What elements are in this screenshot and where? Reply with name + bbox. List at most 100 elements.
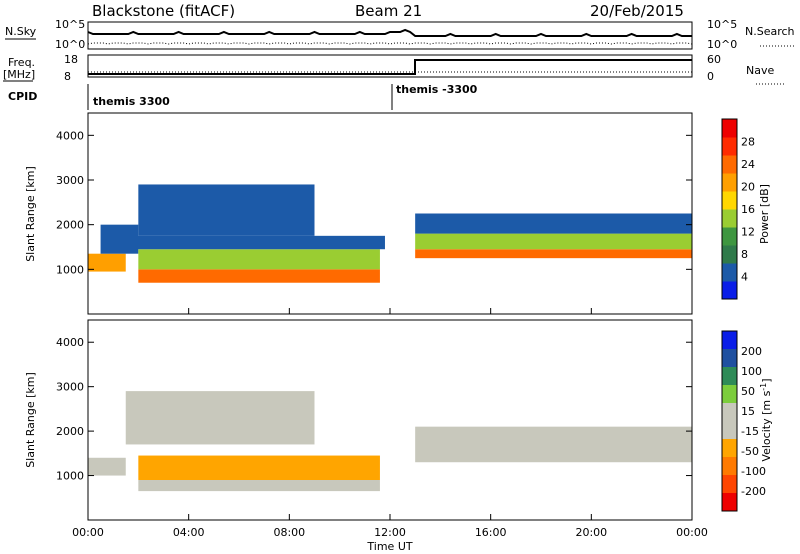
echo-band bbox=[415, 249, 692, 259]
x-tick-label: 20:00 bbox=[575, 526, 607, 539]
colorbar-frame bbox=[721, 118, 738, 300]
power-y-axis: 1000 2000 3000 4000 bbox=[56, 129, 692, 276]
y-tick-label: 3000 bbox=[56, 174, 84, 187]
time-xlabel: Time UT bbox=[366, 540, 412, 553]
nsearch-series-line bbox=[87, 42, 693, 45]
colorbar-tick-label: -15 bbox=[741, 425, 759, 438]
echo-band bbox=[138, 249, 380, 270]
echo-band bbox=[415, 233, 692, 250]
velocity-y-axis: 1000 2000 3000 4000 bbox=[56, 336, 692, 483]
nsky-tick-top: 10^5 bbox=[55, 18, 85, 31]
colorbar-cell bbox=[722, 331, 737, 350]
freq-tick-bottom: 8 bbox=[64, 70, 71, 83]
colorbar-cell bbox=[722, 475, 737, 494]
cpid-segment-2: themis -3300 bbox=[396, 83, 478, 96]
colorbar-tick-label: -50 bbox=[741, 445, 759, 458]
x-tick-label: 08:00 bbox=[273, 526, 305, 539]
colorbar-tick-label: 100 bbox=[741, 365, 762, 378]
echo-band bbox=[125, 391, 315, 445]
echo-band bbox=[138, 455, 380, 480]
y-tick-label: 1000 bbox=[56, 470, 84, 483]
y-tick-label: 2000 bbox=[56, 425, 84, 438]
colorbar-cell bbox=[722, 349, 737, 368]
colorbar-tick-label: 200 bbox=[741, 345, 762, 358]
colorbar-cell bbox=[722, 457, 737, 476]
echo-band bbox=[415, 213, 692, 234]
nsearch-label: N.Search bbox=[745, 25, 795, 38]
nsearch-tick-bottom: 10^0 bbox=[707, 38, 737, 51]
power-colorbar: 4 8 12 16 20 24 28 bbox=[721, 118, 755, 300]
velocity-colorbar-label: Velocity [m s-1] bbox=[759, 378, 774, 461]
nsky-label: N.Sky bbox=[5, 25, 37, 38]
colorbar-cell bbox=[722, 403, 737, 422]
echo-band bbox=[125, 235, 385, 250]
freq-unit: [MHz] bbox=[3, 68, 35, 81]
y-tick-label: 4000 bbox=[56, 336, 84, 349]
colorbar-tick-label: 24 bbox=[741, 158, 755, 171]
colorbar-frame bbox=[721, 330, 738, 512]
colorbar-cell bbox=[722, 367, 737, 386]
nsky-tick-bottom: 10^0 bbox=[55, 38, 85, 51]
radar-title: Blackstone (fitACF) bbox=[92, 2, 235, 20]
power-ylabel: Slant Range [km] bbox=[24, 166, 37, 262]
date-title: 20/Feb/2015 bbox=[590, 2, 684, 20]
echo-band bbox=[138, 480, 380, 492]
beam-title: Beam 21 bbox=[355, 2, 422, 20]
power-colorbar-label: Power [dB] bbox=[758, 184, 771, 244]
colorbar-cell bbox=[722, 493, 737, 512]
colorbar-cell bbox=[722, 137, 737, 156]
x-tick-label: 16:00 bbox=[475, 526, 507, 539]
colorbar-cell bbox=[722, 439, 737, 458]
colorbar-tick-label: 4 bbox=[741, 271, 748, 284]
colorbar-tick-label: 50 bbox=[741, 385, 755, 398]
time-x-axis: 00:00 04:00 08:00 12:00 16:00 20:00 00:00 bbox=[72, 308, 708, 539]
nave-label: Nave bbox=[746, 64, 774, 77]
velocity-ylabel: Slant Range [km] bbox=[24, 372, 37, 468]
colorbar-cell bbox=[722, 281, 737, 300]
echo-band bbox=[88, 253, 126, 272]
freq-label: Freq. bbox=[8, 56, 35, 69]
cpid-label: CPID bbox=[8, 90, 37, 103]
colorbar-cell bbox=[722, 263, 737, 282]
colorbar-tick-label: -100 bbox=[741, 465, 766, 478]
nave-tick-top: 60 bbox=[707, 53, 721, 66]
colorbar-tick-label: -200 bbox=[741, 485, 766, 498]
y-tick-label: 1000 bbox=[56, 263, 84, 276]
echo-band bbox=[415, 426, 692, 463]
echo-band bbox=[88, 457, 126, 476]
colorbar-cell bbox=[722, 209, 737, 228]
nsearch-tick-top: 10^5 bbox=[707, 18, 737, 31]
colorbar-cell bbox=[722, 245, 737, 264]
colorbar-tick-label: 20 bbox=[741, 181, 755, 194]
y-tick-label: 2000 bbox=[56, 219, 84, 232]
x-tick-label: 00:00 bbox=[676, 526, 708, 539]
colorbar-tick-label: 12 bbox=[741, 226, 755, 239]
power-heatmap bbox=[88, 184, 692, 283]
colorbar-tick-label: 15 bbox=[741, 405, 755, 418]
velocity-colorbar: 200 100 50 15 -15 -50 -100 -200 bbox=[721, 330, 766, 512]
colorbar-tick-label: 8 bbox=[741, 248, 748, 261]
colorbar-cell bbox=[722, 155, 737, 174]
colorbar-cell bbox=[722, 385, 737, 404]
nave-tick-bottom: 0 bbox=[707, 70, 714, 83]
nsky-series-line bbox=[87, 28, 692, 37]
colorbar-cell bbox=[722, 191, 737, 210]
colorbar-tick-label: 16 bbox=[741, 203, 755, 216]
cpid-segment-1: themis 3300 bbox=[93, 95, 170, 108]
freq-tick-top: 18 bbox=[64, 53, 78, 66]
echo-band bbox=[138, 184, 315, 236]
y-tick-label: 3000 bbox=[56, 381, 84, 394]
x-tick-label: 04:00 bbox=[173, 526, 205, 539]
velocity-heatmap bbox=[88, 391, 692, 492]
x-tick-label: 12:00 bbox=[374, 526, 406, 539]
echo-band bbox=[138, 269, 380, 283]
colorbar-cell bbox=[722, 421, 737, 440]
freq-series-line bbox=[88, 59, 692, 75]
colorbar-cell bbox=[722, 173, 737, 192]
colorbar-tick-label: 28 bbox=[741, 136, 755, 149]
colorbar-cell bbox=[722, 227, 737, 246]
freq-panel-frame bbox=[87, 54, 693, 78]
x-tick-label: 00:00 bbox=[72, 526, 104, 539]
y-tick-label: 4000 bbox=[56, 129, 84, 142]
